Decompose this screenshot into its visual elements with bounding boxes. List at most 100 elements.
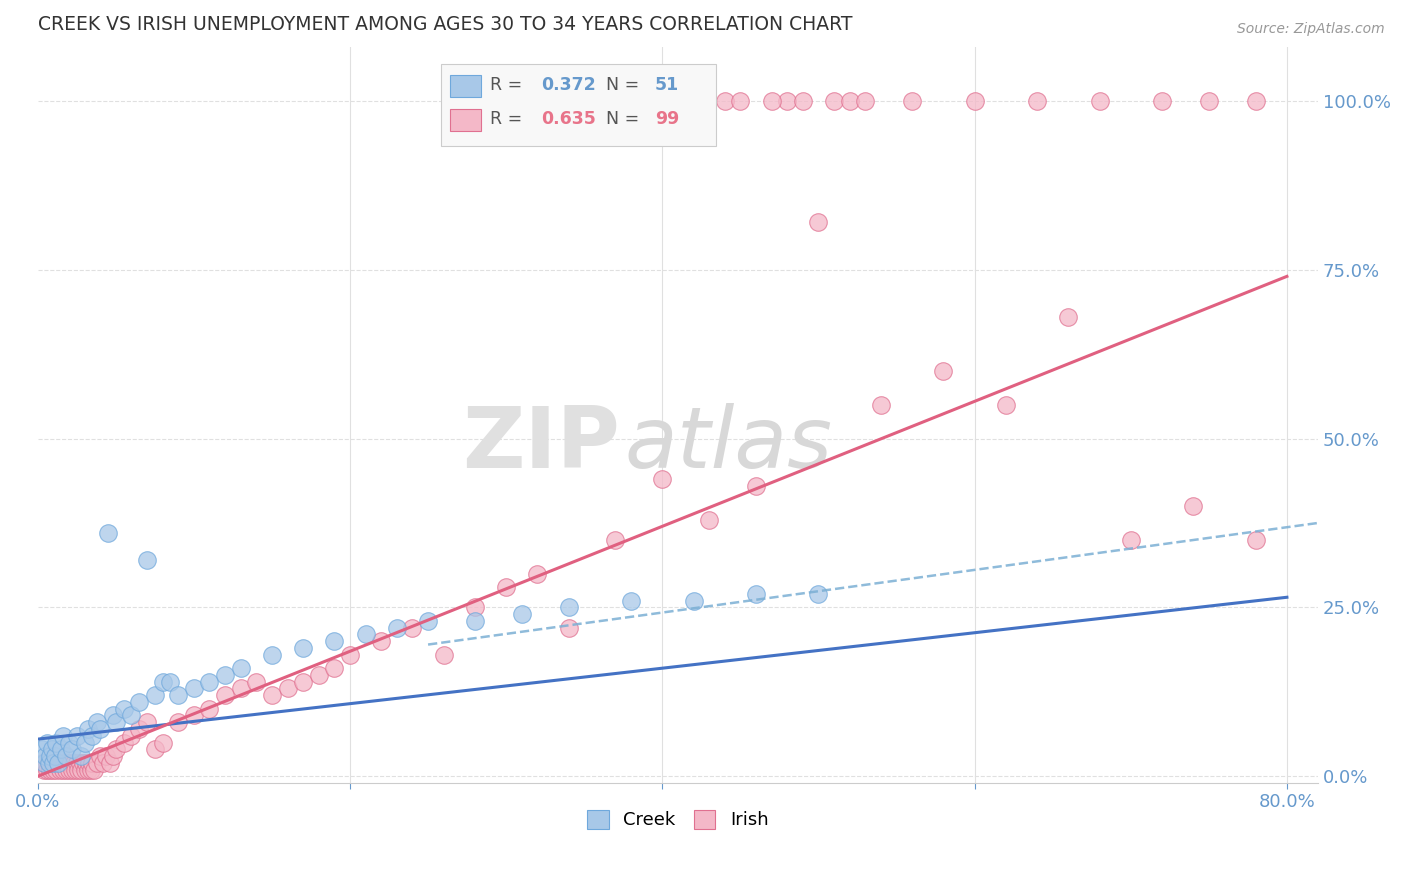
Text: R =: R =	[489, 110, 527, 128]
Point	[557, 621, 579, 635]
Point	[464, 614, 486, 628]
Point	[136, 715, 159, 730]
Point	[589, 94, 612, 108]
Point	[713, 94, 735, 108]
Point	[1026, 94, 1049, 108]
Point	[198, 674, 221, 689]
Point	[44, 756, 66, 770]
Point	[260, 648, 283, 662]
Point	[34, 749, 56, 764]
FancyBboxPatch shape	[450, 109, 481, 130]
Point	[495, 580, 517, 594]
Point	[46, 756, 69, 770]
Point	[557, 600, 579, 615]
Point	[89, 749, 111, 764]
Point	[152, 735, 174, 749]
Point	[666, 94, 689, 108]
Point	[69, 756, 91, 770]
Point	[112, 702, 135, 716]
Point	[63, 763, 86, 777]
Point	[745, 479, 768, 493]
Point	[41, 742, 63, 756]
Point	[761, 94, 783, 108]
Point	[86, 756, 108, 770]
Point	[292, 640, 315, 655]
Point	[80, 763, 103, 777]
Point	[229, 681, 252, 696]
Point	[56, 756, 79, 770]
Point	[229, 661, 252, 675]
Point	[1244, 533, 1267, 547]
Point	[183, 681, 205, 696]
Point	[91, 756, 114, 770]
Point	[38, 756, 60, 770]
Point	[620, 593, 643, 607]
Point	[870, 398, 893, 412]
Point	[59, 756, 82, 770]
Point	[932, 364, 955, 378]
Point	[214, 688, 236, 702]
Point	[994, 398, 1017, 412]
Point	[42, 756, 65, 770]
Point	[52, 763, 75, 777]
Point	[35, 735, 58, 749]
Point	[35, 763, 58, 777]
Point	[31, 742, 53, 756]
Point	[97, 526, 120, 541]
Point	[167, 688, 190, 702]
FancyBboxPatch shape	[450, 75, 481, 96]
Point	[48, 763, 70, 777]
Point	[39, 763, 62, 777]
Point	[58, 763, 80, 777]
Point	[214, 668, 236, 682]
Point	[32, 756, 55, 770]
Point	[433, 648, 456, 662]
Point	[526, 566, 548, 581]
Point	[682, 94, 704, 108]
Point	[1150, 94, 1173, 108]
Point	[308, 668, 330, 682]
Point	[807, 215, 830, 229]
Point	[96, 749, 118, 764]
Point	[745, 587, 768, 601]
Point	[52, 729, 75, 743]
Point	[38, 756, 60, 770]
Point	[853, 94, 876, 108]
Text: N =: N =	[595, 110, 644, 128]
Point	[41, 756, 63, 770]
Point	[792, 94, 814, 108]
Point	[1182, 499, 1205, 513]
Point	[901, 94, 924, 108]
Point	[323, 634, 346, 648]
Text: atlas: atlas	[624, 403, 832, 486]
Point	[45, 735, 67, 749]
Text: Source: ZipAtlas.com: Source: ZipAtlas.com	[1237, 22, 1385, 37]
Legend: Creek, Irish: Creek, Irish	[581, 803, 776, 837]
Point	[574, 94, 596, 108]
Text: N =: N =	[595, 76, 644, 94]
Point	[354, 627, 377, 641]
Point	[101, 708, 124, 723]
FancyBboxPatch shape	[441, 63, 716, 146]
Point	[62, 756, 84, 770]
Point	[136, 553, 159, 567]
Point	[1119, 533, 1142, 547]
Point	[807, 587, 830, 601]
Point	[86, 715, 108, 730]
Point	[73, 735, 96, 749]
Point	[82, 756, 104, 770]
Point	[101, 749, 124, 764]
Text: ZIP: ZIP	[463, 403, 620, 486]
Point	[49, 742, 72, 756]
Point	[82, 729, 104, 743]
Text: 0.635: 0.635	[541, 110, 596, 128]
Point	[183, 708, 205, 723]
Point	[323, 661, 346, 675]
Point	[120, 708, 142, 723]
Text: R =: R =	[489, 76, 527, 94]
Point	[34, 756, 56, 770]
Point	[1244, 94, 1267, 108]
Point	[1088, 94, 1111, 108]
Point	[1198, 94, 1220, 108]
Point	[697, 512, 720, 526]
